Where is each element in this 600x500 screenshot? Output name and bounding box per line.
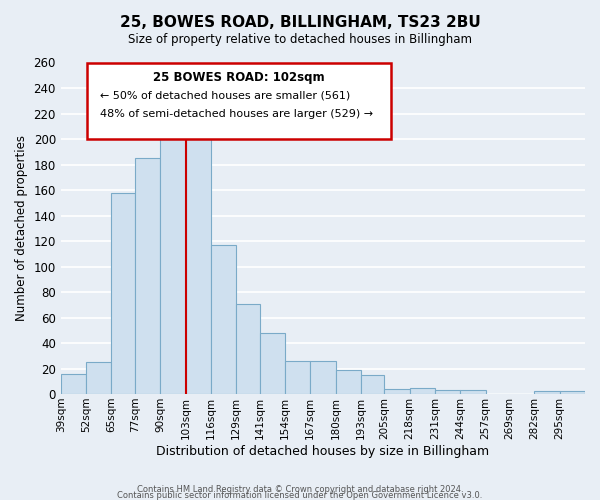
- Bar: [86, 362, 112, 394]
- Bar: [160, 126, 185, 394]
- Bar: [112, 192, 135, 394]
- Bar: [310, 361, 335, 394]
- Bar: [61, 374, 86, 394]
- Bar: [185, 118, 211, 394]
- Bar: [211, 245, 236, 394]
- Bar: [285, 361, 310, 394]
- Text: Contains public sector information licensed under the Open Government Licence v3: Contains public sector information licen…: [118, 490, 482, 500]
- Text: ← 50% of detached houses are smaller (561): ← 50% of detached houses are smaller (56…: [100, 90, 350, 101]
- Bar: [335, 370, 361, 394]
- Bar: [435, 390, 460, 394]
- Bar: [361, 375, 384, 394]
- Text: 48% of semi-detached houses are larger (529) →: 48% of semi-detached houses are larger (…: [100, 109, 373, 119]
- X-axis label: Distribution of detached houses by size in Billingham: Distribution of detached houses by size …: [157, 444, 490, 458]
- Text: 25 BOWES ROAD: 102sqm: 25 BOWES ROAD: 102sqm: [153, 71, 325, 84]
- Bar: [260, 333, 285, 394]
- Bar: [236, 304, 260, 394]
- Y-axis label: Number of detached properties: Number of detached properties: [15, 136, 28, 322]
- Bar: [410, 388, 435, 394]
- Text: Size of property relative to detached houses in Billingham: Size of property relative to detached ho…: [128, 32, 472, 46]
- Bar: [384, 389, 410, 394]
- Bar: [460, 390, 485, 394]
- Text: 25, BOWES ROAD, BILLINGHAM, TS23 2BU: 25, BOWES ROAD, BILLINGHAM, TS23 2BU: [119, 15, 481, 30]
- Bar: [535, 392, 560, 394]
- FancyBboxPatch shape: [87, 62, 391, 139]
- Text: Contains HM Land Registry data © Crown copyright and database right 2024.: Contains HM Land Registry data © Crown c…: [137, 485, 463, 494]
- Bar: [135, 158, 160, 394]
- Bar: [560, 392, 585, 394]
